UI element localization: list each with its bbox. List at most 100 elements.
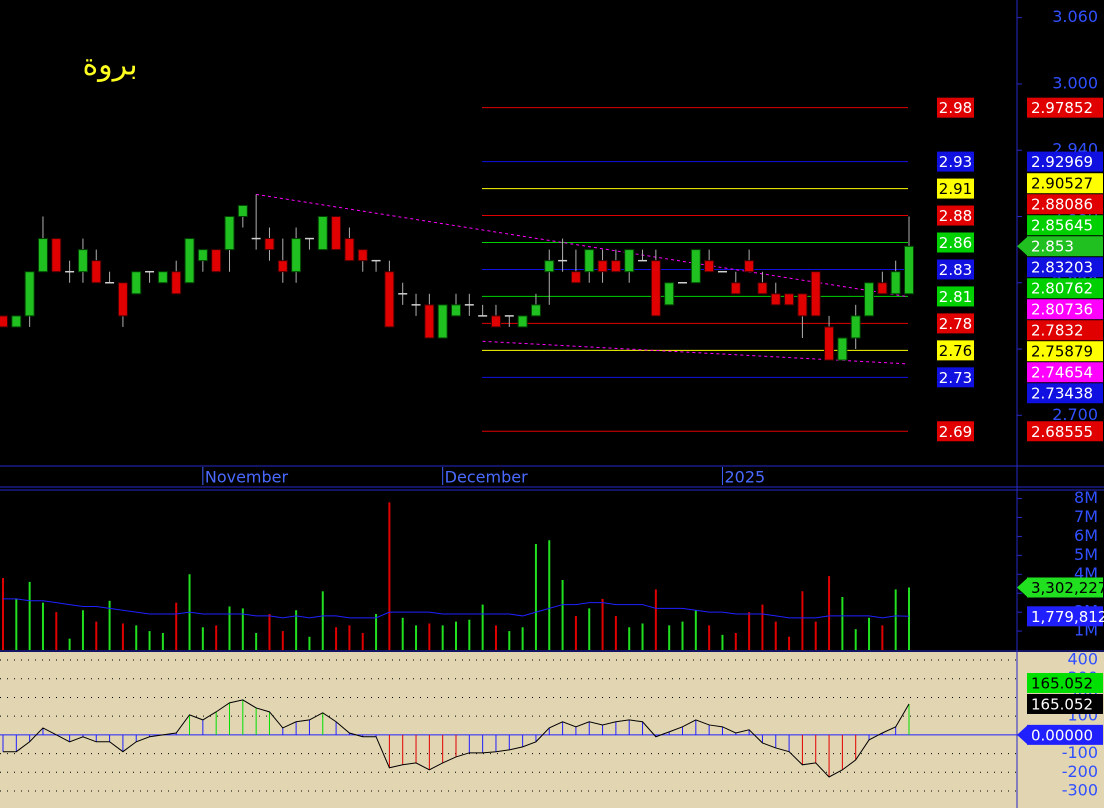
price-label: 2.74654 — [1031, 364, 1093, 382]
candle-body — [224, 215, 235, 251]
price-label: 2.853 — [1031, 238, 1074, 256]
level-label: 2.91 — [939, 180, 972, 198]
zero-label-box — [1027, 724, 1103, 745]
candle-body — [0, 315, 8, 328]
volume-label: 3,302,227 — [1031, 579, 1104, 597]
price-label: 2.88086 — [1031, 196, 1093, 214]
price-label-box — [1027, 97, 1103, 118]
candle-body — [824, 326, 835, 361]
candle-body — [317, 215, 328, 251]
price-label: 2.7832 — [1031, 322, 1084, 340]
candle-body — [664, 282, 675, 306]
price-label-box — [1027, 299, 1103, 320]
level-label: 2.73 — [939, 369, 972, 387]
level-label: 2.78 — [939, 315, 972, 333]
zero-label: 0.00000 — [1031, 726, 1093, 744]
candle-body — [184, 238, 195, 284]
candle-body — [11, 315, 22, 328]
volume-label-arrow — [1017, 577, 1028, 598]
candle-body — [237, 204, 248, 217]
price-label-arrow — [1017, 236, 1028, 257]
oscillator-label-box — [1027, 672, 1103, 693]
oscillator-label: 165.052 — [1031, 695, 1093, 713]
moving-average — [3, 598, 910, 619]
candle-body — [530, 304, 541, 317]
level-label-box — [937, 151, 974, 172]
price-label: 2.73438 — [1031, 385, 1093, 403]
volume-label-box — [1027, 577, 1103, 598]
candle-body — [890, 271, 901, 295]
y-tick-label: -300 — [1062, 780, 1098, 799]
price-label: 2.83203 — [1031, 259, 1093, 277]
candle-body — [437, 304, 448, 339]
candle-body — [864, 282, 875, 317]
candle-body — [37, 238, 48, 273]
volume-label: 1,779,812 — [1031, 608, 1104, 626]
y-tick-label: 2.700 — [1052, 405, 1098, 424]
price-label-box — [1027, 257, 1103, 278]
candle-body — [264, 238, 275, 251]
price-label-box — [1027, 341, 1103, 362]
level-label-box — [937, 259, 974, 280]
level-label-box — [937, 421, 974, 442]
candle-body — [211, 249, 222, 273]
candle-body — [451, 304, 461, 317]
candle-body — [850, 315, 861, 339]
candle-body — [490, 315, 501, 328]
y-tick-label: -200 — [1062, 762, 1098, 781]
level-label: 2.88 — [939, 207, 972, 225]
candle-body — [797, 293, 808, 317]
chart-title: بروة — [82, 48, 137, 83]
price-label-box — [1027, 151, 1103, 172]
level-label: 2.83 — [939, 261, 972, 279]
y-tick-label: 3.000 — [1052, 73, 1098, 92]
price-label-box — [1027, 215, 1103, 236]
candle-body — [837, 337, 848, 361]
candle-body — [690, 249, 701, 284]
candle-body — [291, 238, 302, 273]
oscillator-label: 165.052 — [1031, 674, 1093, 692]
candle-body — [784, 293, 795, 306]
oscillator-background — [0, 652, 1104, 808]
y-tick-label: 5M — [1074, 545, 1098, 564]
candle-body — [810, 271, 821, 317]
level-label: 2.81 — [939, 288, 972, 306]
y-tick-label: 8M — [1074, 488, 1098, 507]
price-label: 2.75879 — [1031, 343, 1093, 361]
level-label-box — [937, 286, 974, 307]
candle-body — [277, 260, 288, 273]
level-label-box — [937, 340, 974, 361]
x-tick-label: 2025 — [724, 468, 765, 487]
price-label-box — [1027, 278, 1103, 299]
y-tick-label: 7M — [1074, 507, 1098, 526]
candle-body — [704, 260, 715, 273]
x-tick-label: December — [445, 468, 528, 487]
level-label-box — [937, 313, 974, 334]
level-label-box — [937, 178, 974, 199]
candle-body — [384, 271, 395, 328]
oscillator-line — [3, 699, 910, 778]
candle-body — [77, 249, 88, 273]
price-label: 2.85645 — [1031, 217, 1093, 235]
candle-body — [24, 271, 35, 317]
level-label-box — [937, 97, 974, 118]
candle-body — [624, 249, 635, 273]
candle-body — [650, 260, 661, 317]
candle-body — [131, 271, 142, 295]
price-label: 2.80736 — [1031, 301, 1093, 319]
price-label: 2.80762 — [1031, 280, 1093, 298]
y-tick-label: -100 — [1062, 743, 1098, 762]
candle-body — [197, 249, 208, 262]
y-tick-label: 3.060 — [1052, 7, 1098, 26]
y-tick-label: 400 — [1067, 650, 1098, 669]
y-tick-label: 6M — [1074, 526, 1098, 545]
x-tick-label: November — [205, 468, 289, 487]
volume-label-box — [1027, 606, 1103, 627]
zero-label-arrow — [1017, 724, 1028, 745]
price-label: 2.90527 — [1031, 175, 1093, 193]
candle-body — [344, 238, 355, 262]
price-label-box — [1027, 236, 1103, 257]
candle-body — [770, 293, 781, 306]
candle-body — [157, 271, 168, 284]
candle-body — [904, 245, 914, 295]
